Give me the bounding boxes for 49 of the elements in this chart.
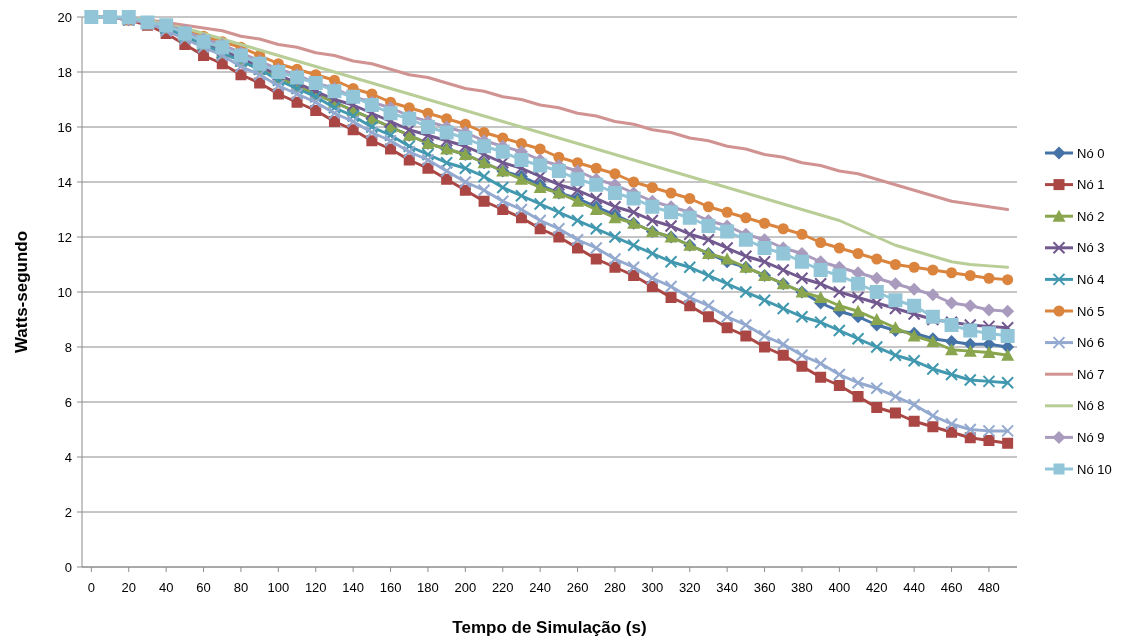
y-tick-label: 0 [64, 559, 72, 575]
x-tick-label: 400 [828, 580, 851, 595]
x-tick-label: 20 [121, 580, 136, 595]
y-tick-label: 12 [57, 229, 72, 245]
x-tick-label: 360 [753, 580, 776, 595]
x-tick-label: 220 [491, 580, 514, 595]
x-tick-label: 120 [304, 580, 327, 595]
legend-label: Nó 10 [1077, 461, 1112, 477]
legend-label: Nó 7 [1077, 366, 1105, 382]
y-tick-label: 6 [64, 394, 72, 410]
x-tick-label: 100 [267, 580, 290, 595]
x-tick-label: 0 [87, 580, 95, 595]
y-axis-title: Watts-segundo [12, 230, 31, 354]
legend-label: Nó 4 [1077, 271, 1105, 287]
x-tick-label: 60 [196, 580, 211, 595]
x-tick-label: 200 [454, 580, 477, 595]
legend-label: Nó 5 [1077, 303, 1105, 319]
y-tick-label: 10 [57, 284, 72, 300]
y-tick-label: 20 [57, 9, 72, 25]
y-tick-label: 8 [64, 339, 72, 355]
y-tick-label: 14 [57, 174, 72, 190]
x-axis-title: Tempo de Simulação (s) [452, 618, 647, 637]
x-tick-label: 300 [641, 580, 664, 595]
legend-label: Nó 3 [1077, 240, 1105, 256]
y-tick-label: 16 [57, 119, 72, 135]
x-tick-label: 480 [978, 580, 1000, 595]
y-tick-label: 18 [57, 64, 72, 80]
y-tick-label: 2 [64, 504, 72, 520]
x-tick-label: 320 [678, 580, 701, 595]
x-tick-label: 280 [604, 580, 626, 595]
x-tick-label: 160 [379, 580, 402, 595]
legend-label: Nó 8 [1077, 398, 1105, 414]
x-tick-label: 80 [233, 580, 249, 595]
x-tick-label: 260 [566, 580, 589, 595]
x-tick-label: 420 [865, 580, 888, 595]
legend-label: Nó 0 [1077, 145, 1105, 161]
x-tick-label: 140 [342, 580, 364, 595]
x-tick-label: 440 [903, 580, 925, 595]
x-tick-label: 40 [158, 580, 174, 595]
x-tick-label: 240 [529, 580, 551, 595]
legend-label: Nó 1 [1077, 177, 1105, 193]
x-tick-label: 460 [940, 580, 963, 595]
y-tick-label: 4 [64, 449, 72, 465]
x-tick-label: 340 [716, 580, 738, 595]
legend-label: Nó 9 [1077, 429, 1105, 445]
x-tick-label: 180 [417, 580, 439, 595]
x-tick-label: 380 [791, 580, 813, 595]
legend-label: Nó 2 [1077, 208, 1105, 224]
legend-label: Nó 6 [1077, 335, 1105, 351]
